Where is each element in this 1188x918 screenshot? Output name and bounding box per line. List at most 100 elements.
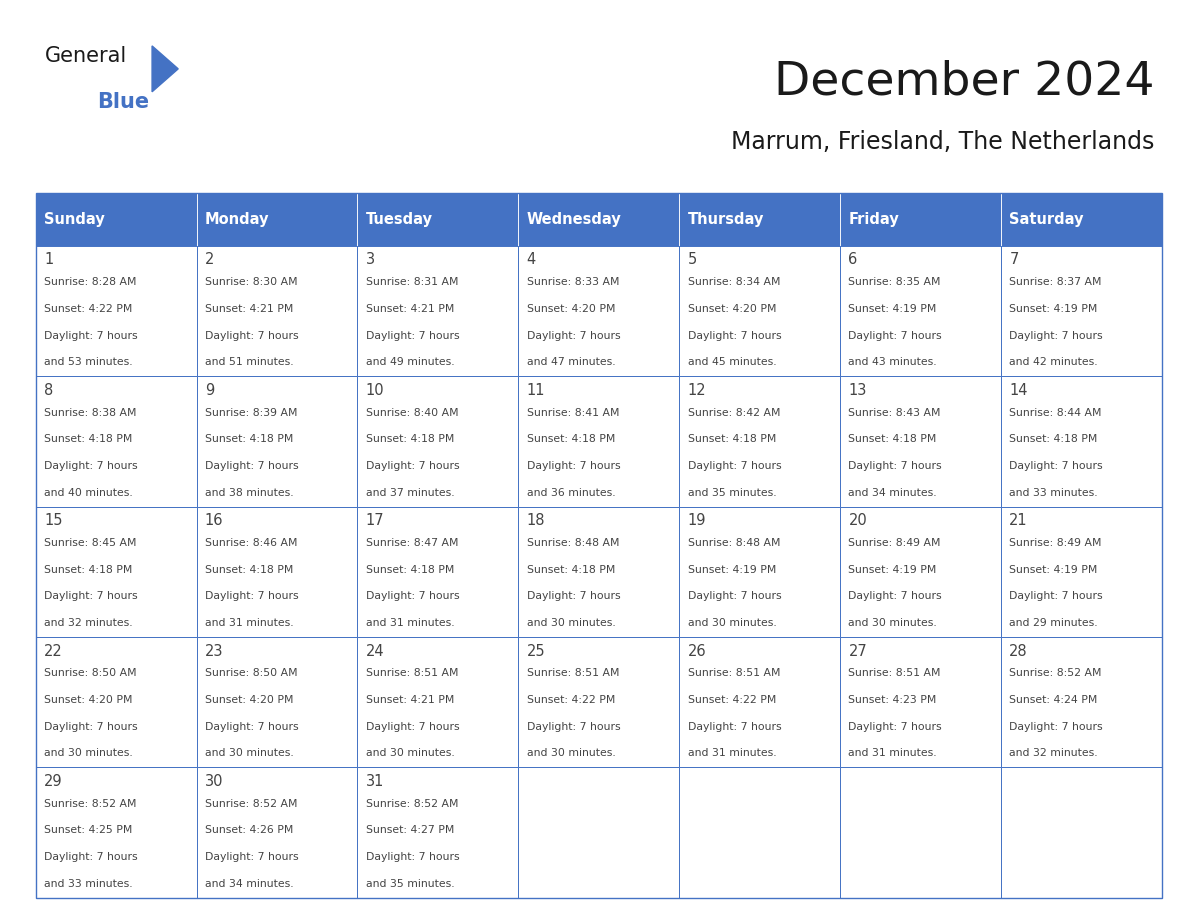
Text: Daylight: 7 hours: Daylight: 7 hours [204, 852, 298, 862]
Text: and 30 minutes.: and 30 minutes. [366, 748, 455, 758]
Bar [518, 767, 680, 898]
Text: Sunset: 4:22 PM: Sunset: 4:22 PM [44, 304, 132, 314]
Text: Daylight: 7 hours: Daylight: 7 hours [204, 591, 298, 601]
Bar [36, 637, 196, 767]
Text: 31: 31 [366, 774, 384, 789]
Text: Sunrise: 8:49 AM: Sunrise: 8:49 AM [1010, 538, 1101, 548]
Text: Sunrise: 8:49 AM: Sunrise: 8:49 AM [848, 538, 941, 548]
Text: Sunrise: 8:50 AM: Sunrise: 8:50 AM [44, 668, 137, 678]
Text: and 34 minutes.: and 34 minutes. [204, 879, 293, 889]
Text: Sunset: 4:20 PM: Sunset: 4:20 PM [44, 695, 132, 705]
Text: Daylight: 7 hours: Daylight: 7 hours [526, 591, 620, 601]
Bar [1001, 767, 1162, 898]
Text: and 32 minutes.: and 32 minutes. [44, 618, 133, 628]
Text: 7: 7 [1010, 252, 1018, 267]
Text: 28: 28 [1010, 644, 1028, 658]
Text: Sunrise: 8:47 AM: Sunrise: 8:47 AM [366, 538, 459, 548]
Text: 27: 27 [848, 644, 867, 658]
Text: 30: 30 [204, 774, 223, 789]
Bar [518, 507, 680, 637]
Text: Sunset: 4:21 PM: Sunset: 4:21 PM [366, 304, 454, 314]
Text: Sunrise: 8:52 AM: Sunrise: 8:52 AM [44, 799, 137, 809]
Text: and 31 minutes.: and 31 minutes. [848, 748, 937, 758]
Bar [840, 376, 1001, 507]
Text: Sunset: 4:20 PM: Sunset: 4:20 PM [688, 304, 776, 314]
Bar [840, 637, 1001, 767]
Text: General: General [45, 46, 127, 66]
Text: 14: 14 [1010, 383, 1028, 397]
Text: Saturday: Saturday [1010, 212, 1083, 227]
Text: Sunrise: 8:52 AM: Sunrise: 8:52 AM [1010, 668, 1101, 678]
Text: 2: 2 [204, 252, 214, 267]
Text: and 34 minutes.: and 34 minutes. [848, 487, 937, 498]
Text: Daylight: 7 hours: Daylight: 7 hours [366, 461, 460, 471]
Bar [1001, 637, 1162, 767]
Text: Sunset: 4:18 PM: Sunset: 4:18 PM [204, 565, 293, 575]
Text: Sunset: 4:24 PM: Sunset: 4:24 PM [1010, 695, 1098, 705]
Text: Sunset: 4:18 PM: Sunset: 4:18 PM [44, 565, 132, 575]
Text: Daylight: 7 hours: Daylight: 7 hours [1010, 461, 1102, 471]
Bar [1001, 376, 1162, 507]
Text: Sunset: 4:18 PM: Sunset: 4:18 PM [204, 434, 293, 444]
Text: Daylight: 7 hours: Daylight: 7 hours [366, 852, 460, 862]
Text: Daylight: 7 hours: Daylight: 7 hours [1010, 722, 1102, 732]
Text: and 31 minutes.: and 31 minutes. [688, 748, 776, 758]
Text: 21: 21 [1010, 513, 1028, 528]
Text: Sunset: 4:27 PM: Sunset: 4:27 PM [366, 825, 454, 835]
Text: and 53 minutes.: and 53 minutes. [44, 357, 133, 367]
Text: Monday: Monday [204, 212, 270, 227]
Text: Thursday: Thursday [688, 212, 764, 227]
Text: Sunset: 4:19 PM: Sunset: 4:19 PM [848, 565, 937, 575]
Text: Daylight: 7 hours: Daylight: 7 hours [848, 722, 942, 732]
Text: 15: 15 [44, 513, 63, 528]
Text: Sunset: 4:25 PM: Sunset: 4:25 PM [44, 825, 132, 835]
Text: Sunset: 4:23 PM: Sunset: 4:23 PM [848, 695, 937, 705]
Bar [680, 507, 840, 637]
Text: Sunset: 4:19 PM: Sunset: 4:19 PM [848, 304, 937, 314]
Text: Tuesday: Tuesday [366, 212, 432, 227]
Bar [36, 193, 196, 246]
Text: 23: 23 [204, 644, 223, 658]
Text: Sunset: 4:26 PM: Sunset: 4:26 PM [204, 825, 293, 835]
Bar [680, 637, 840, 767]
Text: Daylight: 7 hours: Daylight: 7 hours [526, 722, 620, 732]
Text: 22: 22 [44, 644, 63, 658]
Bar [358, 507, 518, 637]
Text: and 30 minutes.: and 30 minutes. [526, 748, 615, 758]
Bar [196, 767, 358, 898]
Text: Sunset: 4:21 PM: Sunset: 4:21 PM [366, 695, 454, 705]
Bar [196, 193, 358, 246]
Bar [358, 193, 518, 246]
Text: Sunset: 4:18 PM: Sunset: 4:18 PM [44, 434, 132, 444]
Text: Sunset: 4:18 PM: Sunset: 4:18 PM [688, 434, 776, 444]
Text: Daylight: 7 hours: Daylight: 7 hours [204, 461, 298, 471]
Bar [196, 507, 358, 637]
Text: and 32 minutes.: and 32 minutes. [1010, 748, 1098, 758]
Text: and 36 minutes.: and 36 minutes. [526, 487, 615, 498]
Text: Sunrise: 8:51 AM: Sunrise: 8:51 AM [366, 668, 459, 678]
Text: Daylight: 7 hours: Daylight: 7 hours [44, 852, 138, 862]
Text: Sunrise: 8:46 AM: Sunrise: 8:46 AM [204, 538, 297, 548]
Text: 13: 13 [848, 383, 867, 397]
Bar [840, 246, 1001, 376]
Text: Sunrise: 8:37 AM: Sunrise: 8:37 AM [1010, 277, 1101, 287]
Text: 20: 20 [848, 513, 867, 528]
Bar [358, 637, 518, 767]
Text: Sunrise: 8:35 AM: Sunrise: 8:35 AM [848, 277, 941, 287]
Text: Sunrise: 8:51 AM: Sunrise: 8:51 AM [688, 668, 781, 678]
Text: Sunday: Sunday [44, 212, 105, 227]
Text: Sunrise: 8:38 AM: Sunrise: 8:38 AM [44, 408, 137, 418]
Text: Sunrise: 8:40 AM: Sunrise: 8:40 AM [366, 408, 459, 418]
Bar [36, 193, 1162, 898]
Text: Sunrise: 8:44 AM: Sunrise: 8:44 AM [1010, 408, 1101, 418]
Bar [840, 507, 1001, 637]
Text: Sunrise: 8:52 AM: Sunrise: 8:52 AM [366, 799, 459, 809]
Text: 16: 16 [204, 513, 223, 528]
Bar [196, 376, 358, 507]
Text: and 47 minutes.: and 47 minutes. [526, 357, 615, 367]
Text: Wednesday: Wednesday [526, 212, 621, 227]
Text: Daylight: 7 hours: Daylight: 7 hours [204, 722, 298, 732]
Bar [680, 246, 840, 376]
Text: Sunset: 4:19 PM: Sunset: 4:19 PM [1010, 304, 1098, 314]
Text: Sunrise: 8:45 AM: Sunrise: 8:45 AM [44, 538, 137, 548]
